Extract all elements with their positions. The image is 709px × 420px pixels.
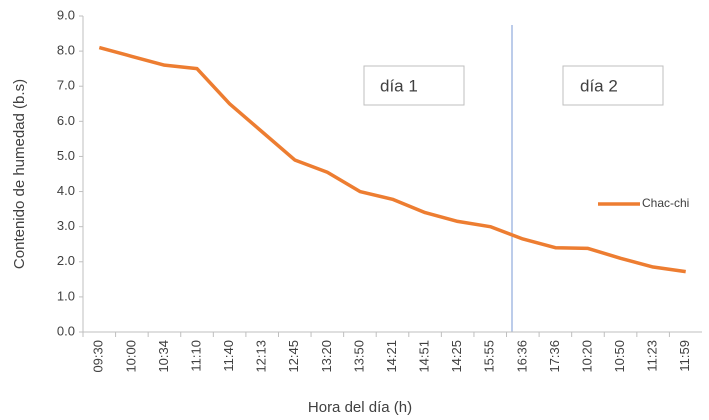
y-tick-label: 6.0 [57,113,75,128]
x-axis-title: Hora del día (h) [308,399,412,416]
x-tick-label: 10:34 [156,340,171,373]
x-tick-label: 12:13 [254,340,269,373]
y-tick-label: 1.0 [57,288,75,303]
x-tick-label: 09:30 [91,340,106,373]
x-tick-label: 10:20 [579,340,594,373]
x-tick-label: 16:36 [514,340,529,373]
y-tick-label: 7.0 [57,78,75,93]
y-tick-label: 4.0 [57,183,75,198]
x-tick-label: 12:45 [286,340,301,373]
x-tick-label: 11:40 [221,340,236,372]
x-tick-label: 11:23 [645,340,660,372]
y-tick-label: 8.0 [57,43,75,58]
y-tick-label: 3.0 [57,218,75,233]
y-tick-label: 5.0 [57,148,75,163]
data-line [98,45,686,274]
x-tick-label: 11:10 [188,340,203,372]
annotation-box [363,65,465,106]
x-tick-label: 10:00 [123,340,138,373]
y-tick-label: 9.0 [57,7,75,22]
annotation-box [562,65,664,106]
x-tick-label: 13:20 [319,340,334,373]
x-tick-label: 11:59 [677,340,692,372]
y-axis-title: Contenido de humedad (b.s) [11,79,28,269]
x-tick-label: 10:50 [612,340,627,373]
annotation: día 1 [380,76,418,95]
y-tick-label: 0.0 [57,323,75,338]
legend-label: Chac-chi [642,196,689,210]
x-tick-label: 14:51 [417,340,432,373]
x-tick-label: 15:55 [482,340,497,373]
annotation: día 2 [580,76,618,95]
x-tick-label: 17:36 [547,340,562,373]
x-tick-label: 14:21 [384,340,399,373]
x-tick-label: 13:50 [351,340,366,373]
y-tick-label: 2.0 [57,253,75,268]
x-tick-label: 14:25 [449,340,464,373]
